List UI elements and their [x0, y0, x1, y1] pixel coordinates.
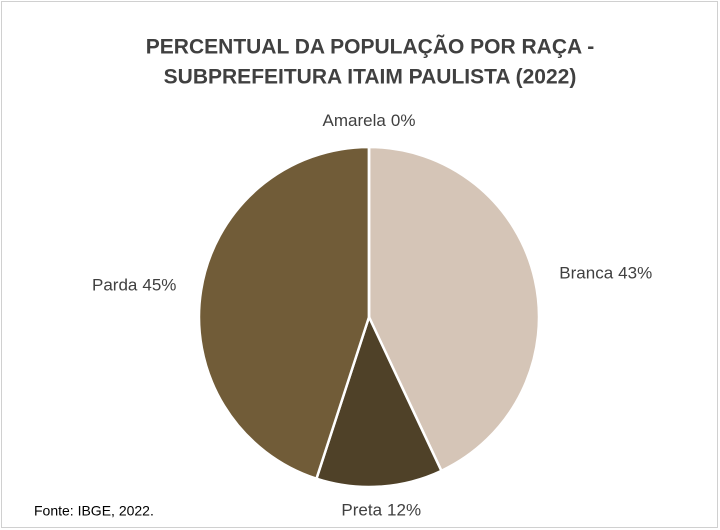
pie-slice [367, 145, 541, 473]
value-label: 43% [618, 264, 652, 283]
value-label: 45% [142, 276, 176, 295]
category-label: Parda [92, 276, 138, 295]
value-label: 0% [391, 111, 416, 130]
data-label: Preta 12% [341, 501, 421, 520]
data-label: Branca 43% [559, 264, 652, 283]
category-label: Preta [341, 501, 382, 520]
value-label: 12% [387, 501, 421, 520]
chart-title: SUBPREFEITURA ITAIM PAULISTA (2022) [164, 66, 577, 89]
chart-title: PERCENTUAL DA POPULAÇÃO POR RAÇA - [146, 36, 594, 59]
category-label: Amarela [323, 111, 387, 130]
source-note: Fonte: IBGE, 2022. [34, 503, 154, 519]
category-label: Branca [559, 264, 613, 283]
pie-slice [314, 313, 444, 489]
data-label: Amarela 0% [323, 111, 416, 130]
data-label: Parda 45% [92, 276, 176, 295]
pie-slice [197, 145, 371, 481]
